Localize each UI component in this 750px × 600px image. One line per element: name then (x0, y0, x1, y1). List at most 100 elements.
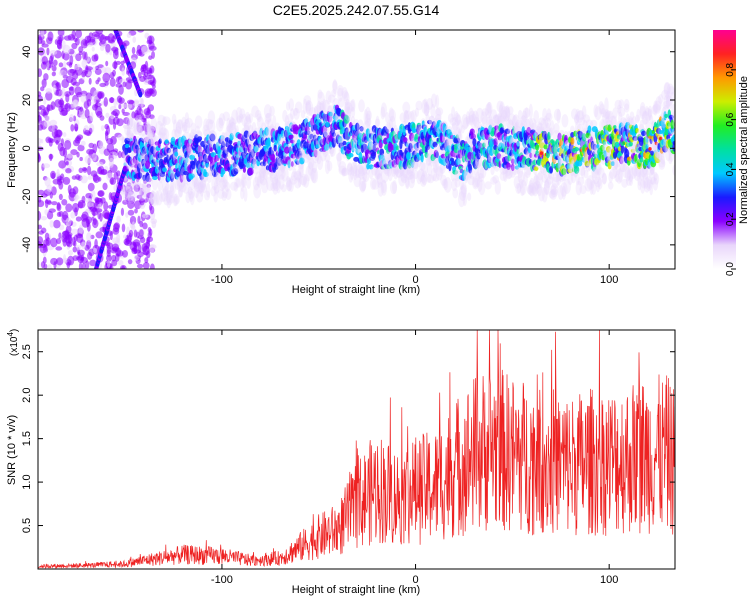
spectrogram-cell (163, 196, 170, 206)
spectrogram-cell (102, 182, 108, 191)
spectrogram-cell (77, 144, 85, 152)
spectrogram-cell (43, 96, 47, 105)
spectrogram-cell (150, 190, 155, 206)
spectrogram-cell (179, 173, 184, 183)
spectrogram-cell (189, 154, 196, 161)
spectrogram-cell (243, 122, 250, 133)
spectrogram-cell (56, 169, 60, 177)
spectrogram-cell (94, 208, 103, 213)
spectrogram-cell (62, 52, 70, 61)
spectrogram-cell (58, 62, 64, 68)
spectrogram-cell (164, 182, 171, 198)
spectrogram-cell (181, 116, 187, 128)
spectrogram-y-tick-label: 20 (21, 94, 33, 106)
spectrogram-cell (103, 97, 108, 107)
spectrogram-cell (435, 107, 444, 116)
spectrogram-cell (219, 176, 227, 190)
spectrogram-cell (81, 241, 86, 250)
spectrogram-cell (113, 222, 121, 230)
spectrogram-cell (203, 118, 209, 132)
spectrogram-cell (42, 163, 51, 169)
spectrogram-cell (149, 192, 155, 204)
spectrogram-cell (133, 183, 139, 199)
spectrogram-cell (61, 198, 68, 206)
spectrogram-cell (158, 138, 162, 145)
spectrogram-cell (125, 183, 133, 193)
spectrogram-cell (38, 262, 41, 268)
spectrogram-cell (236, 115, 242, 124)
spectrogram-cell (147, 132, 154, 138)
spectrogram-xlabel: Height of straight line (km) (292, 284, 420, 296)
spectrogram-cell (664, 113, 668, 119)
spectrogram-cell (174, 179, 181, 190)
spectrogram-cell (70, 124, 75, 132)
spectrogram-cell (524, 107, 529, 121)
spectrogram-cell (84, 129, 91, 136)
spectrogram-cell (259, 171, 268, 186)
spectrogram-cell (350, 98, 356, 113)
spectrogram-cell (218, 117, 224, 129)
spectrogram-cell (204, 190, 211, 201)
spectrogram-cell (124, 125, 131, 136)
spectrogram-cell (76, 233, 84, 243)
spectrogram-cell (162, 179, 169, 195)
spectrogram-cell (171, 128, 177, 140)
spectrogram-cell (256, 113, 262, 122)
snr-ylabel: SNR (10 * v/v) (6, 415, 18, 485)
spectrogram-cell (262, 169, 269, 180)
spectrogram-cell (199, 179, 207, 191)
spectrogram-cell (97, 77, 101, 82)
spectrogram-cell (78, 46, 84, 53)
spectrogram-cell (196, 182, 203, 194)
spectrogram-cell (149, 263, 155, 269)
spectrogram-cell (165, 190, 172, 204)
spectrogram-cell (233, 182, 239, 192)
spectrogram-cell (56, 202, 61, 210)
spectrogram-cell (126, 127, 135, 140)
spectrogram-cell (242, 167, 246, 173)
spectrogram-cell (239, 108, 246, 120)
spectrogram-cell (170, 179, 176, 195)
spectrogram-cell (109, 177, 117, 185)
spectrogram-cell (141, 45, 149, 55)
spectrogram-cell (40, 86, 45, 92)
spectrogram-cell (215, 172, 221, 181)
spectrogram-cell (113, 98, 117, 109)
spectrogram-cell (241, 113, 248, 127)
spectrogram-cell (155, 190, 163, 206)
spectrogram-cell (261, 122, 267, 131)
spectrogram-cell (86, 148, 94, 155)
spectrogram-cell (126, 119, 130, 127)
spectrogram-cell (116, 233, 121, 242)
spectrogram-cell (252, 176, 260, 191)
spectrogram-cell (213, 179, 220, 195)
spectrogram-cell (46, 184, 53, 192)
spectrogram-cell (207, 119, 216, 134)
spectrogram-cell (218, 113, 226, 126)
spectrogram-cell (198, 179, 204, 194)
spectrogram-cell (95, 231, 104, 239)
spectrogram-cell (78, 224, 84, 235)
spectrogram-cell (466, 192, 472, 201)
spectrogram-cell (109, 77, 116, 88)
spectrogram-cell (144, 192, 153, 203)
spectrogram-cell (229, 116, 235, 127)
spectrogram-cell (81, 262, 86, 269)
spectrogram-cell (134, 177, 141, 189)
spectrogram-cell (197, 145, 202, 154)
spectrogram-cell (561, 114, 569, 128)
spectrogram-cell (91, 189, 96, 200)
spectrogram-cell (392, 180, 398, 194)
spectrogram-cell (241, 170, 248, 180)
spectrogram-cell (122, 81, 127, 88)
spectrogram-cell (462, 192, 467, 207)
spectrogram-cell (41, 43, 49, 48)
spectrogram-cell (99, 82, 107, 88)
spectrogram-cell (126, 99, 135, 105)
spectrogram-cell (46, 47, 50, 56)
spectrogram-cell (80, 93, 87, 103)
spectrogram-cell (157, 114, 166, 126)
spectrogram-cell (78, 262, 83, 269)
spectrogram-cell (154, 190, 160, 206)
